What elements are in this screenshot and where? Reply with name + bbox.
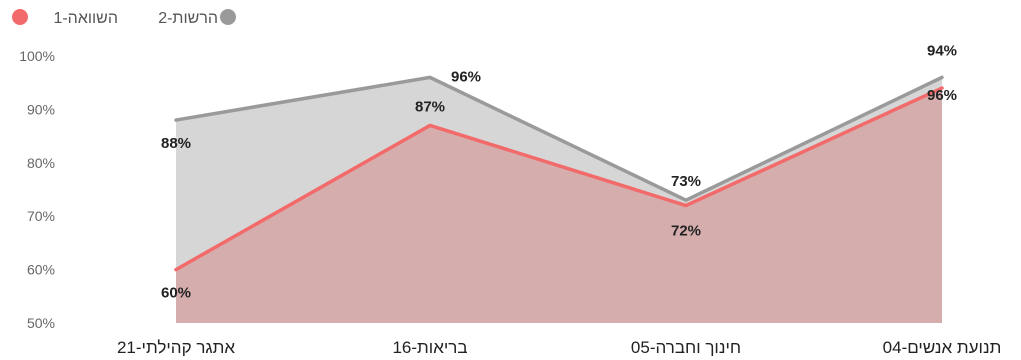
y-tick-label: 70% — [27, 208, 55, 224]
legend: הרשות-2 השוואה-1 — [12, 9, 236, 27]
y-tick-label: 100% — [19, 48, 55, 64]
x-category-label: תנועת אנשים-04 — [883, 338, 1002, 357]
data-label-series-2: 88% — [161, 135, 191, 152]
data-label-series-1: 60% — [161, 285, 191, 302]
x-category-label: אתגר קהילתי-21 — [117, 338, 235, 357]
line-series-1[interactable] — [174, 86, 944, 272]
y-axis: 100% 90% 80% 70% 60% 50% — [19, 48, 55, 331]
data-label-series-1: 96% — [927, 87, 957, 104]
y-tick-label: 90% — [27, 101, 55, 117]
y-tick-label: 60% — [27, 262, 55, 278]
data-label-series-2: 73% — [671, 173, 701, 190]
y-tick-label: 80% — [27, 155, 55, 171]
line-series-2[interactable] — [174, 75, 944, 202]
x-category-label: בריאות-16 — [392, 338, 467, 357]
x-axis: אתגר קהילתי-21 בריאות-16 חינוך וחברה-05 תנו… — [117, 338, 1001, 357]
legend-label-series-1: השוואה-1 — [53, 10, 118, 27]
data-label-series-1: 87% — [415, 98, 445, 115]
series-areas — [176, 77, 942, 323]
legend-item-series-2[interactable]: הרשות-2 — [158, 9, 236, 27]
area-series-1 — [176, 88, 942, 323]
data-label-series-2: 96% — [451, 68, 481, 85]
x-category-label: חינוך וחברה-05 — [631, 338, 741, 357]
legend-swatch-series-2 — [220, 9, 236, 25]
legend-label-series-2: הרשות-2 — [158, 10, 218, 27]
series-lines — [174, 75, 944, 272]
data-labels: 88% 96% 73% 94% 60% 87% 72% 96% — [161, 42, 957, 301]
legend-item-series-1[interactable]: השוואה-1 — [12, 9, 118, 27]
data-label-series-2: 94% — [927, 42, 957, 59]
y-tick-label: 50% — [27, 315, 55, 331]
data-label-series-1: 72% — [671, 223, 701, 240]
legend-swatch-series-1 — [12, 9, 28, 25]
